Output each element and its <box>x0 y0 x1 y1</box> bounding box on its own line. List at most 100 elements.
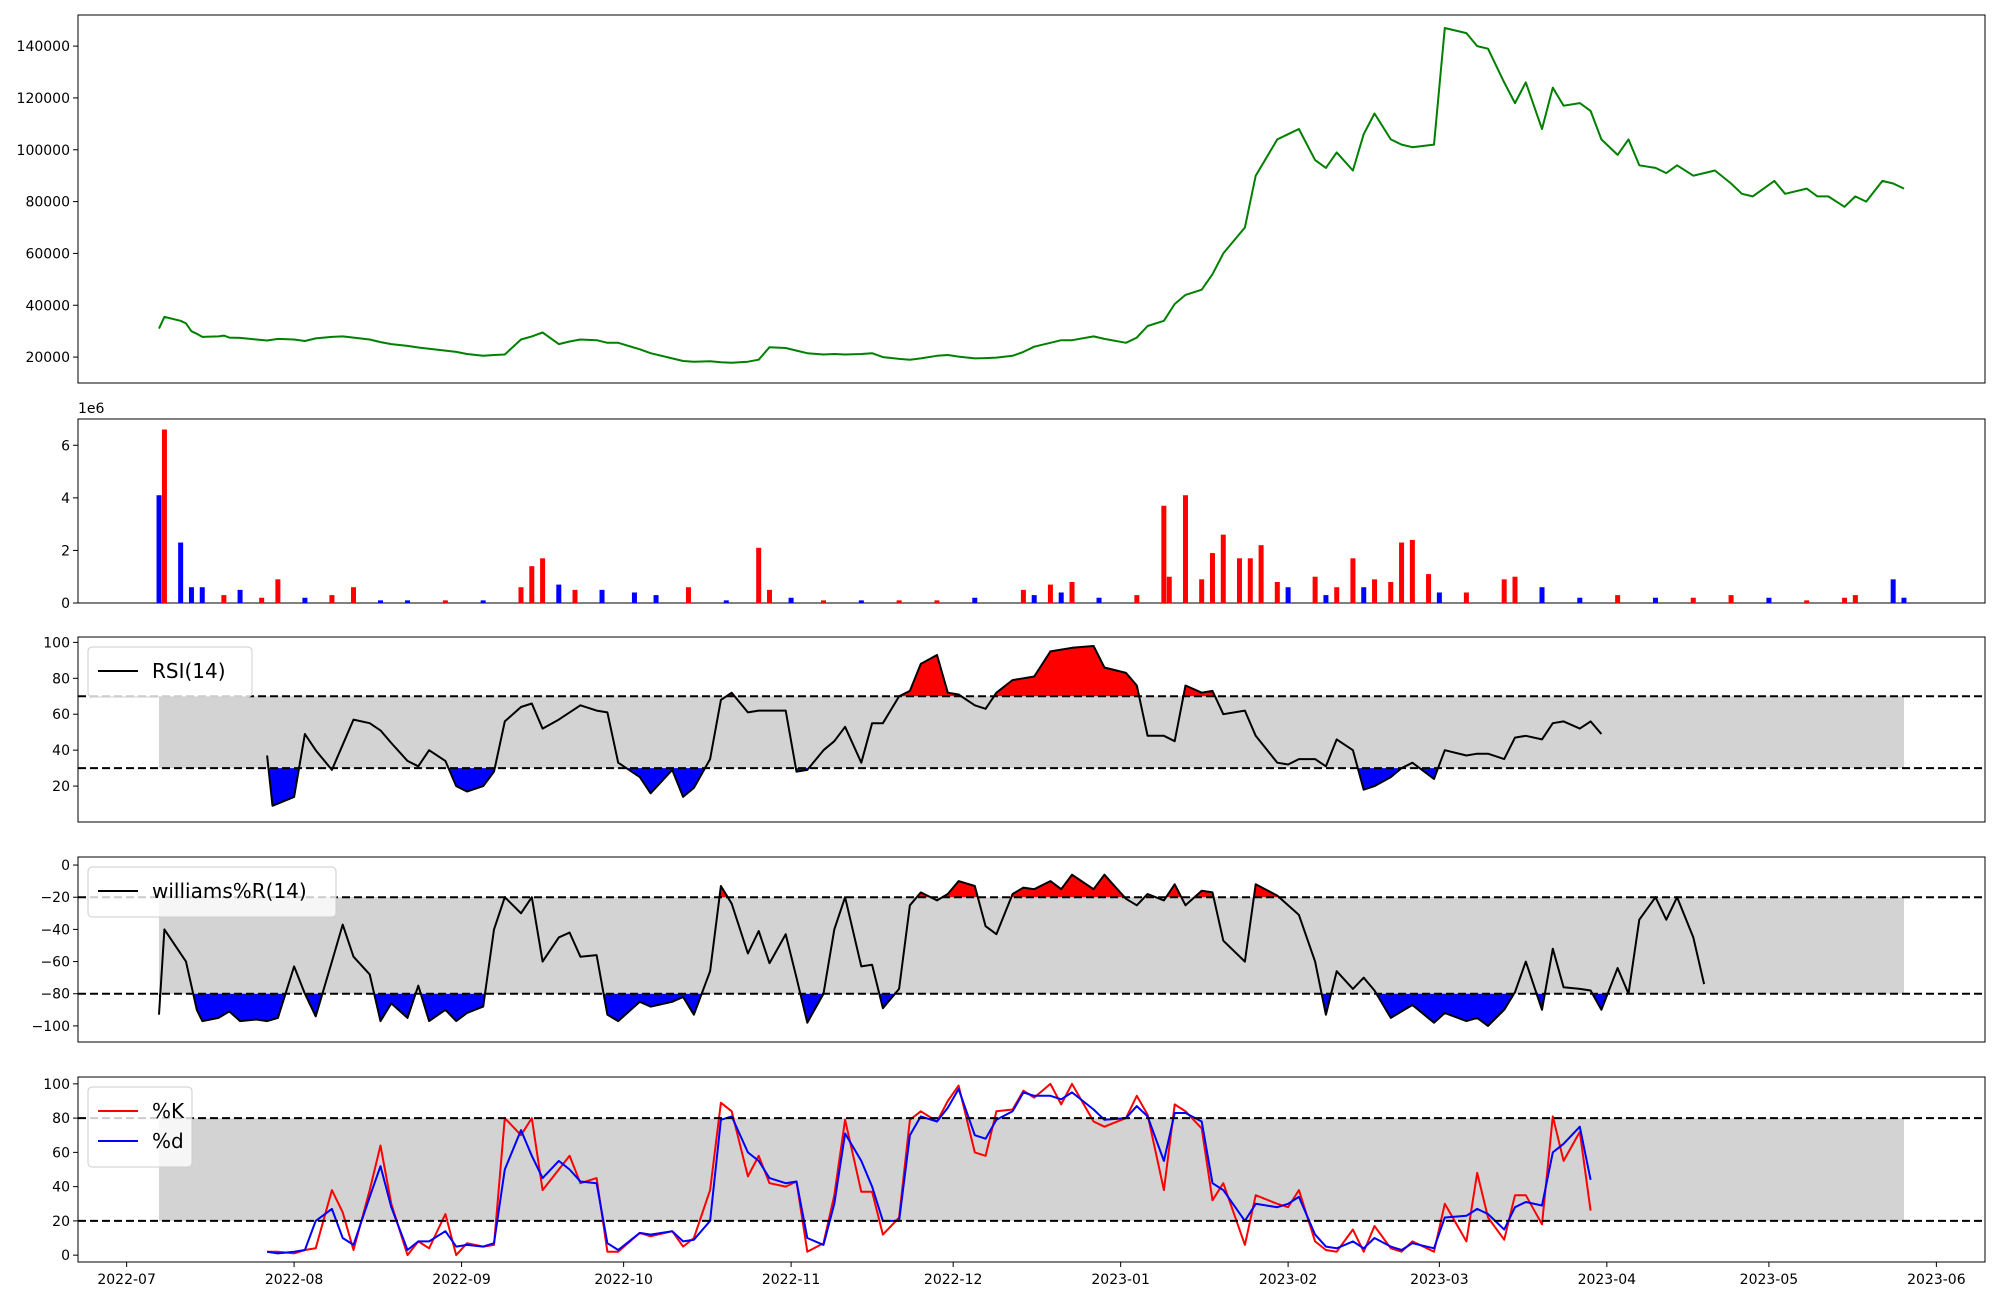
volume-bar <box>685 587 691 603</box>
y-tick-label: 20 <box>52 779 70 795</box>
volume-bar <box>351 587 357 603</box>
x-tick-label: 2022-09 <box>432 1272 491 1288</box>
volume-bar <box>1426 574 1432 603</box>
overbought-fill <box>1011 874 1125 898</box>
percent-d-line <box>266 1088 1592 1255</box>
oversold-fill <box>1321 993 1332 1015</box>
y-tick-label: 60000 <box>25 246 70 262</box>
volume-bar <box>540 558 546 603</box>
volume-bar <box>1058 592 1064 603</box>
oversold-fill <box>304 993 323 1017</box>
axes-frame <box>77 856 1986 1043</box>
volume-bar <box>1199 579 1205 603</box>
volume-bar <box>1209 553 1215 603</box>
volume-bar <box>1323 595 1329 603</box>
volume-bar <box>1652 597 1658 603</box>
volume-bar <box>1161 505 1167 603</box>
volume-bar <box>788 597 794 603</box>
volume-bar <box>858 600 864 603</box>
volume-bar <box>480 600 486 603</box>
overbought-fill <box>1166 884 1182 898</box>
neutral-band <box>159 1118 1904 1221</box>
y-tick-label: −60 <box>40 955 70 971</box>
y-tick-label: 40000 <box>25 298 70 314</box>
volume-bar <box>199 587 205 603</box>
axes-frame <box>77 636 1986 823</box>
y-tick-label: −80 <box>40 987 70 1003</box>
x-tick-label: 2022-10 <box>594 1272 653 1288</box>
volume-bar <box>1728 595 1734 603</box>
legend-label: %d <box>152 1129 184 1153</box>
x-tick-label: 2022-08 <box>265 1272 324 1288</box>
volume-offset-label: 1e6 <box>78 401 105 417</box>
volume-bar <box>1399 542 1405 603</box>
volume-bar <box>972 597 978 603</box>
y-tick-label: 0 <box>61 596 70 612</box>
williams-line <box>158 873 1706 1027</box>
y-tick-label: 60 <box>52 1145 70 1161</box>
volume-bar <box>405 600 411 603</box>
y-tick-label: 100000 <box>17 143 70 159</box>
neutral-band <box>159 696 1904 769</box>
x-tick-label: 2023-02 <box>1259 1272 1318 1288</box>
rsi-panel: 20 40 60 80 100 RSI(14) <box>43 635 1986 823</box>
oversold-fill <box>626 768 705 797</box>
volume-bar <box>1350 558 1356 603</box>
volume-bar <box>1539 587 1545 603</box>
price-panel: 20000 40000 60000 80000 100000 120000 140000 <box>17 14 1986 384</box>
y-tick-label: 40 <box>52 1180 70 1196</box>
y-tick-label: 80000 <box>25 195 70 211</box>
volume-bar <box>1804 600 1810 603</box>
y-tick-label: −100 <box>32 1019 70 1035</box>
y-tick-label: 80 <box>52 671 70 687</box>
volume-bar <box>1615 595 1621 603</box>
y-tick-label: 20 <box>52 1214 70 1230</box>
axes-frame <box>77 418 1986 604</box>
price-line <box>158 27 1905 364</box>
oversold-fill <box>268 768 299 806</box>
stochastic-panel: 0 20 40 60 80 100 %K %d 2022-07 2022-08 2022-09 202… <box>43 1076 1986 1288</box>
volume-bar <box>1409 539 1415 603</box>
overbought-fill <box>994 646 1140 697</box>
y-tick-label: −40 <box>40 922 70 938</box>
x-tick-label: 2023-06 <box>1907 1272 1966 1288</box>
y-tick-label: 100 <box>43 1077 70 1093</box>
volume-panel: 0 2 4 6 1e6 <box>61 401 1986 612</box>
x-tick-label: 2022-07 <box>97 1272 156 1288</box>
y-tick-label: 140000 <box>17 39 70 55</box>
volume-bar <box>1388 581 1394 603</box>
volume-bar <box>1577 597 1583 603</box>
volume-bar <box>631 592 637 603</box>
volume-bar <box>1890 579 1896 603</box>
volume-bar <box>1463 592 1469 603</box>
williams-panel: 0 −20 −40 −60 −80 −100 williams%R(14) <box>32 856 1986 1043</box>
volume-bar <box>1501 579 1507 603</box>
volume-bar <box>1236 558 1242 603</box>
volume-bar <box>766 589 772 603</box>
volume-bar <box>178 542 184 603</box>
legend-box <box>87 646 253 698</box>
y-tick-label: 0 <box>61 858 70 874</box>
rsi-line <box>266 645 1603 807</box>
volume-bar <box>1220 534 1226 603</box>
volume-bar <box>156 495 162 603</box>
volume-bar <box>1069 581 1075 603</box>
volume-bar <box>1020 589 1026 603</box>
volume-bar <box>756 547 762 603</box>
legend-label: RSI(14) <box>152 659 226 683</box>
volume-bar <box>329 595 335 603</box>
volume-bar <box>302 597 308 603</box>
oversold-fill <box>1376 993 1514 1026</box>
volume-bar <box>1031 595 1037 603</box>
volume-bar <box>896 600 902 603</box>
oversold-fill <box>603 993 702 1022</box>
oversold-fill <box>1357 768 1402 790</box>
volume-bar <box>1436 592 1442 603</box>
y-tick-label: 2 <box>61 543 70 559</box>
x-tick-label: 2022-12 <box>924 1272 983 1288</box>
x-tick-label: 2022-11 <box>762 1272 821 1288</box>
volume-bar <box>188 587 194 603</box>
y-tick-label: 6 <box>61 438 70 454</box>
